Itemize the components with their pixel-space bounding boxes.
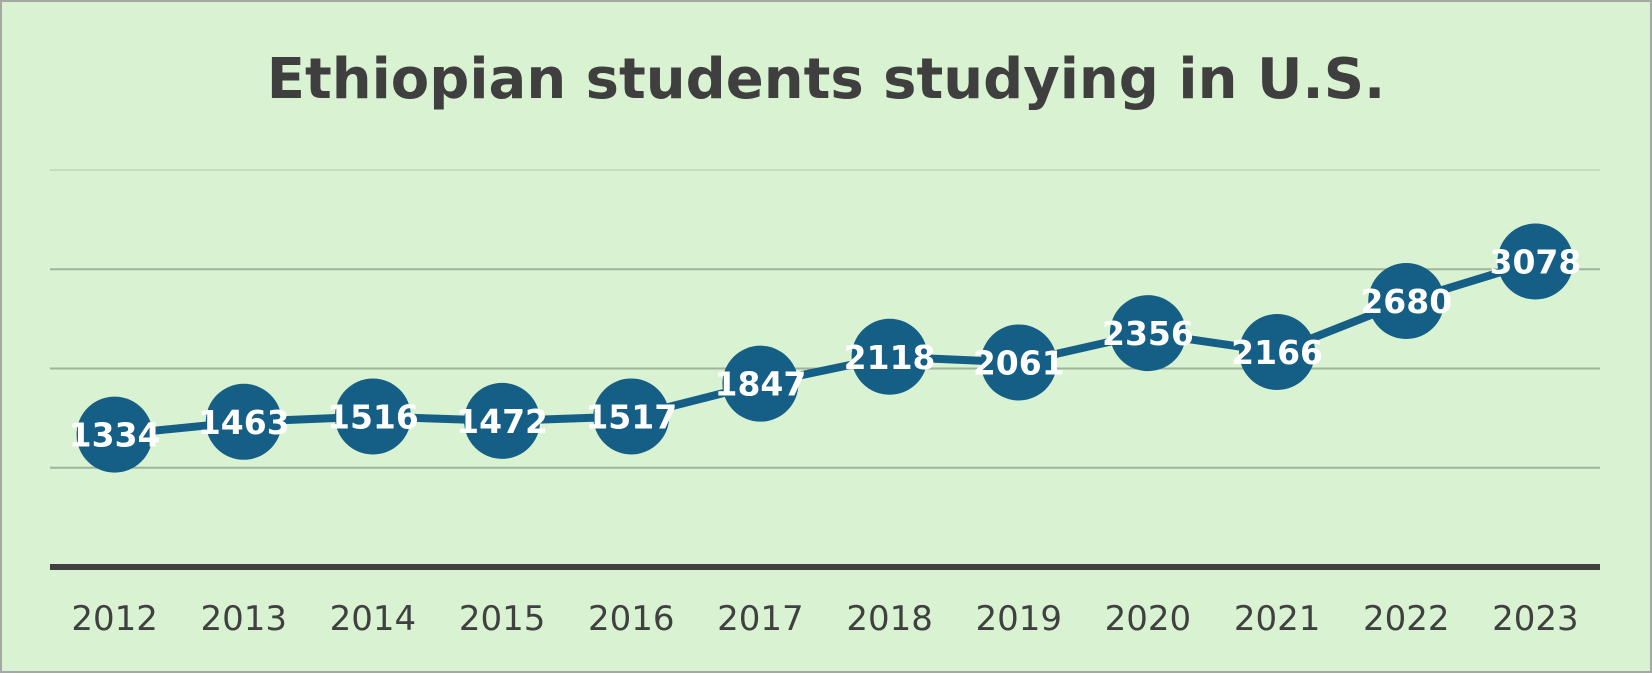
data-point-2022 <box>1368 263 1445 340</box>
data-label-2017: 1847 <box>714 365 806 404</box>
data-point-2015 <box>464 382 541 459</box>
data-point-2014 <box>334 378 411 455</box>
data-label-2016: 1517 <box>585 397 677 436</box>
data-markers: 1334 1463 1516 1472 1517 1847 2118 2061 2356 2166… <box>69 223 1581 473</box>
data-point-2020 <box>1109 295 1186 372</box>
data-point-2019 <box>980 324 1057 401</box>
data-label-2014: 1516 <box>327 398 419 437</box>
data-label-2013: 1463 <box>198 403 290 442</box>
data-label-2012: 1334 <box>69 416 161 455</box>
x-tick-label-2018: 2018 <box>846 599 933 639</box>
x-tick-label-2019: 2019 <box>975 599 1062 639</box>
x-tick-label-2015: 2015 <box>459 599 546 639</box>
x-tick-label-2021: 2021 <box>1234 599 1321 639</box>
data-label-2023: 3078 <box>1489 243 1581 282</box>
data-point-2016 <box>593 378 670 455</box>
chart-title: Ethiopian students studying in U.S. <box>267 47 1386 112</box>
data-label-2022: 2680 <box>1360 282 1452 321</box>
data-label-2019: 2061 <box>973 343 1065 382</box>
data-point-2023 <box>1497 223 1574 300</box>
x-tick-label-2020: 2020 <box>1105 599 1192 639</box>
x-tick-label-2023: 2023 <box>1492 599 1579 639</box>
x-tick-label-2022: 2022 <box>1363 599 1450 639</box>
data-point-2013 <box>205 383 282 460</box>
data-label-2018: 2118 <box>844 338 936 377</box>
x-tick-label-2012: 2012 <box>71 599 158 639</box>
data-label-2020: 2356 <box>1102 314 1194 353</box>
x-tick-label-2013: 2013 <box>200 599 287 639</box>
data-point-2012 <box>76 396 153 473</box>
data-point-2017 <box>722 345 799 422</box>
data-point-2018 <box>851 318 928 395</box>
x-tick-label-2014: 2014 <box>330 599 417 639</box>
x-tick-label-2017: 2017 <box>717 599 804 639</box>
x-tick-label-2016: 2016 <box>588 599 675 639</box>
data-label-2021: 2166 <box>1231 333 1323 372</box>
data-point-2021 <box>1239 314 1316 391</box>
data-label-2015: 1472 <box>456 402 548 441</box>
x-axis: 2012 2013 2014 2015 2016 2017 2018 2019 2020 2021… <box>50 564 1600 639</box>
